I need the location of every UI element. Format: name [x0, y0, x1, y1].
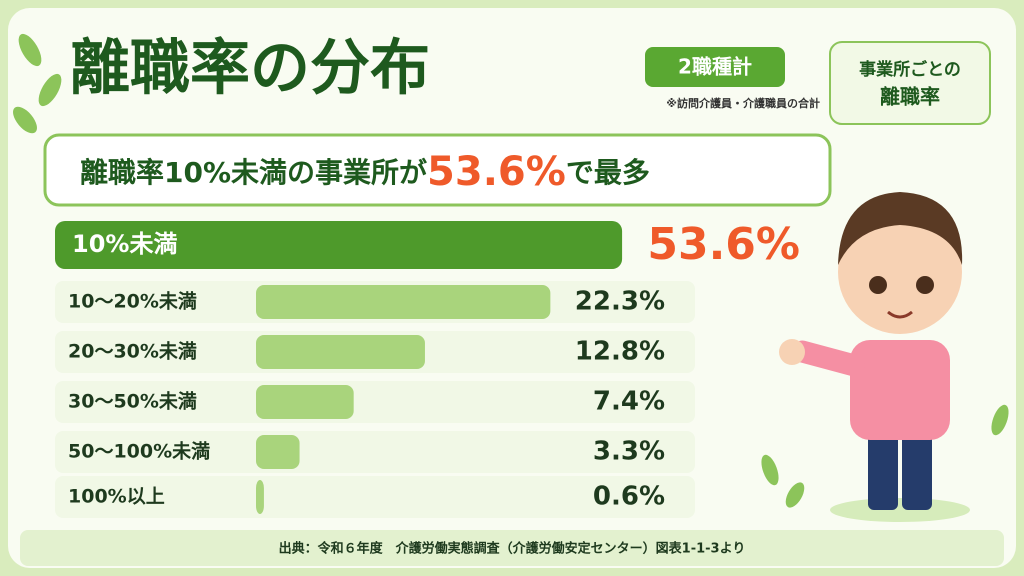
title: 離職率の分布 — [70, 34, 430, 104]
side-box — [829, 41, 991, 125]
value-label: 22.3% — [575, 287, 665, 317]
value-label: 3.3% — [593, 437, 665, 467]
value-label: 12.8% — [575, 337, 665, 367]
value-label: 7.4% — [593, 387, 665, 417]
side-box-line: 事業所ごとの — [859, 59, 961, 80]
source: 出典：令和６年度 介護労働実態調査（介護労働安定センター）図表1-1-3より — [279, 541, 746, 557]
headline-text: で最多 — [566, 156, 650, 189]
headline: 離職率10%未満の事業所が53.6%で最多 — [80, 149, 650, 195]
bar — [256, 385, 354, 419]
row-bg — [55, 431, 695, 473]
bar-chart: 10%未満 53.6% 10～20%未満 22.3% 20～30%未満 12.8% 30～5… — [55, 219, 800, 518]
footer — [20, 530, 1004, 566]
category-label: 10%未満 — [72, 230, 177, 258]
note: ※訪問介護員・介護職員の合計 — [666, 96, 820, 110]
badge: 2職種計 — [678, 55, 752, 79]
value-label: 0.6% — [593, 482, 665, 512]
badge-box — [645, 47, 785, 87]
category-label: 30～50%未満 — [68, 390, 197, 413]
category-label: 10～20%未満 — [68, 290, 197, 313]
leaves — [13, 33, 1009, 508]
row-bg — [55, 381, 695, 423]
category-label: 50～100%未満 — [68, 440, 210, 463]
side-box-line: 離職率 — [880, 85, 940, 109]
value-label: 53.6% — [647, 219, 800, 270]
bar — [256, 480, 264, 514]
bar-highlight — [55, 221, 623, 269]
character — [779, 192, 970, 522]
headline-highlight: 53.6% — [427, 149, 566, 195]
headline-box — [43, 133, 832, 207]
bar — [256, 335, 425, 369]
bar — [256, 435, 300, 469]
row-bg — [55, 476, 695, 518]
headline-text: 離職率10%未満の事業所が — [80, 156, 427, 189]
bar — [256, 285, 551, 319]
category-label: 20～30%未満 — [68, 340, 197, 363]
category-label: 100%以上 — [68, 486, 165, 508]
